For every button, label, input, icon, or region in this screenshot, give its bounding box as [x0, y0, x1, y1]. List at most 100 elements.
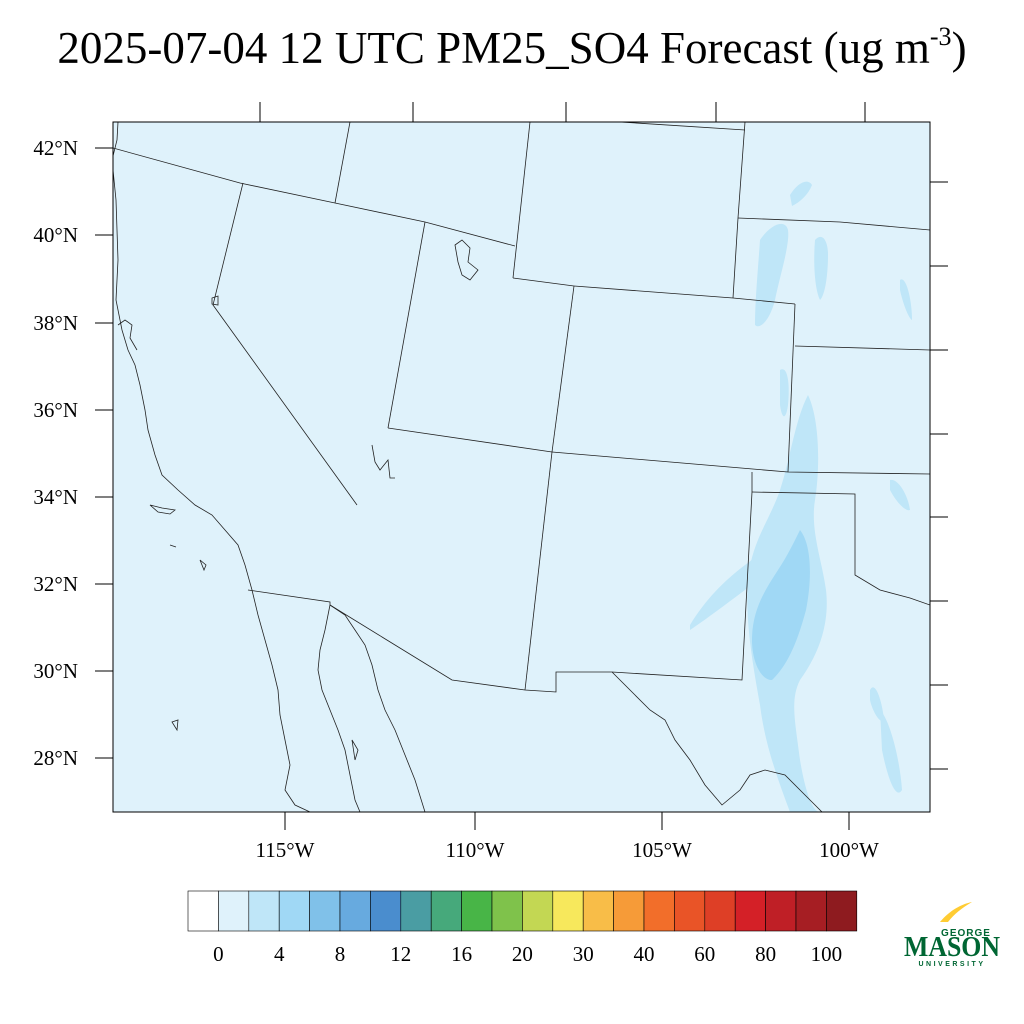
colorbar-label: 80 [755, 942, 776, 966]
colorbar-label: 8 [335, 942, 346, 966]
colorbar-label: 20 [512, 942, 533, 966]
baja-east-coast [317, 604, 361, 812]
island-d [351, 739, 359, 761]
plume-west-arm [690, 525, 780, 630]
mt-wy-border [530, 122, 746, 131]
lat-label: 28°N [33, 746, 78, 770]
plume-north-c [790, 181, 812, 206]
lat-label: 42°N [33, 136, 78, 160]
gmu-logo-main: MASON [904, 932, 1000, 963]
plume-core [752, 530, 810, 680]
ca-nv-border [212, 182, 358, 506]
us-mexico-border-west [247, 589, 612, 693]
plume-mid-a [780, 369, 789, 417]
bottom-ticks [284, 812, 850, 830]
nm-tx-border [611, 472, 753, 681]
lat-label: 36°N [33, 398, 78, 422]
plume-east-a [890, 479, 910, 511]
colorbar-label: 0 [213, 942, 224, 966]
colorbar-swatch [643, 890, 675, 932]
map-frame [112, 121, 931, 813]
colorbar-swatch [704, 890, 736, 932]
left-ticks [95, 147, 113, 759]
colorbar-swatch [461, 890, 493, 932]
colorbar-swatch [491, 890, 523, 932]
title-exponent: -3 [929, 22, 952, 51]
colorbar-swatch [309, 890, 341, 932]
mexico-west-coast [329, 604, 426, 812]
channel-islands [149, 504, 176, 515]
colorbar-swatch [430, 890, 462, 932]
colorbar-labels: 0 4 8 12 16 20 30 40 60 80 100 [213, 942, 842, 966]
colorbar-swatch [218, 890, 250, 932]
co-ks-border [787, 303, 796, 473]
island-b [169, 544, 177, 548]
lon-label: 105°W [632, 838, 692, 862]
colorbar-swatch [795, 890, 827, 932]
colorbar-swatch [339, 890, 371, 932]
gmu-logo-graphic: GEORGE MASON UNIVERSITY [904, 902, 1000, 968]
tx-ok-border [751, 491, 930, 606]
colorbar [187, 890, 858, 932]
co-nm-border [551, 451, 930, 475]
map-title: 2025-07-04 12 UTC PM25_SO4 Forecast (ug … [0, 22, 1024, 74]
ne-sd-border [737, 217, 930, 231]
gmu-logo-top: GEORGE [941, 928, 991, 939]
lat-label: 38°N [33, 311, 78, 335]
lat-label: 30°N [33, 659, 78, 683]
great-salt-lake [454, 239, 479, 281]
gmu-flame [940, 902, 972, 922]
island-c [171, 719, 179, 732]
concentration-contours [690, 181, 912, 812]
colorbar-swatch [826, 890, 858, 932]
colorbar-swatch [400, 890, 432, 932]
colorbar-label: 60 [694, 942, 715, 966]
lat-label: 40°N [33, 223, 78, 247]
ut-az-border [387, 427, 553, 453]
boundary-lines [113, 122, 930, 812]
lat-labels: 42°N 40°N 38°N 36°N 34°N 32°N 30°N 28°N [33, 136, 78, 770]
plume-east-b [900, 279, 912, 320]
colorbar-swatch [278, 890, 310, 932]
lake-mead [371, 444, 395, 479]
rio-grande [611, 671, 823, 812]
colorbar-label: 30 [573, 942, 594, 966]
lon-label: 110°W [446, 838, 505, 862]
colorbar-label: 40 [634, 942, 655, 966]
id-nv-border [334, 122, 351, 204]
top-ticks [259, 102, 866, 122]
lon-labels: 115°W 110°W 105°W 100°W [256, 838, 880, 862]
colorbar-swatch [765, 890, 797, 932]
lat-label: 32°N [33, 572, 78, 596]
colorbar-swatch [613, 890, 645, 932]
colorbar-label: 4 [274, 942, 285, 966]
sf-bay [117, 319, 138, 351]
lon-label: 100°W [819, 838, 879, 862]
colorbar-swatch [582, 890, 614, 932]
colorbar-label: 12 [390, 942, 411, 966]
title-text: 2025-07-04 12 UTC PM25_SO4 Forecast (ug … [57, 23, 930, 73]
pacific-coastline [113, 122, 311, 812]
ut-wy-border [512, 277, 575, 287]
colorbar-swatch [674, 890, 706, 932]
colorbar-swatch [552, 890, 584, 932]
ks-ne-border [794, 345, 930, 351]
gmu-logo-bottom: UNIVERSITY [918, 961, 985, 968]
colorbar-label: 100 [811, 942, 843, 966]
colorbar-swatch [370, 890, 402, 932]
colorbar-swatch [248, 890, 280, 932]
lat-label: 34°N [33, 485, 78, 509]
island-a [199, 559, 207, 572]
colorbar-label: 16 [451, 942, 472, 966]
plume-north-b [814, 236, 828, 300]
nv-ut-border [387, 221, 426, 429]
ut-co-border [551, 285, 575, 453]
colorbar-swatch [734, 890, 766, 932]
right-ticks [930, 181, 948, 770]
title-close: ) [951, 23, 967, 73]
gmu-logo: GEORGE MASON UNIVERSITY [900, 900, 1004, 970]
colorbar-swatch [522, 890, 554, 932]
lake-tahoe [211, 295, 219, 306]
colorbar-swatch [187, 890, 219, 932]
